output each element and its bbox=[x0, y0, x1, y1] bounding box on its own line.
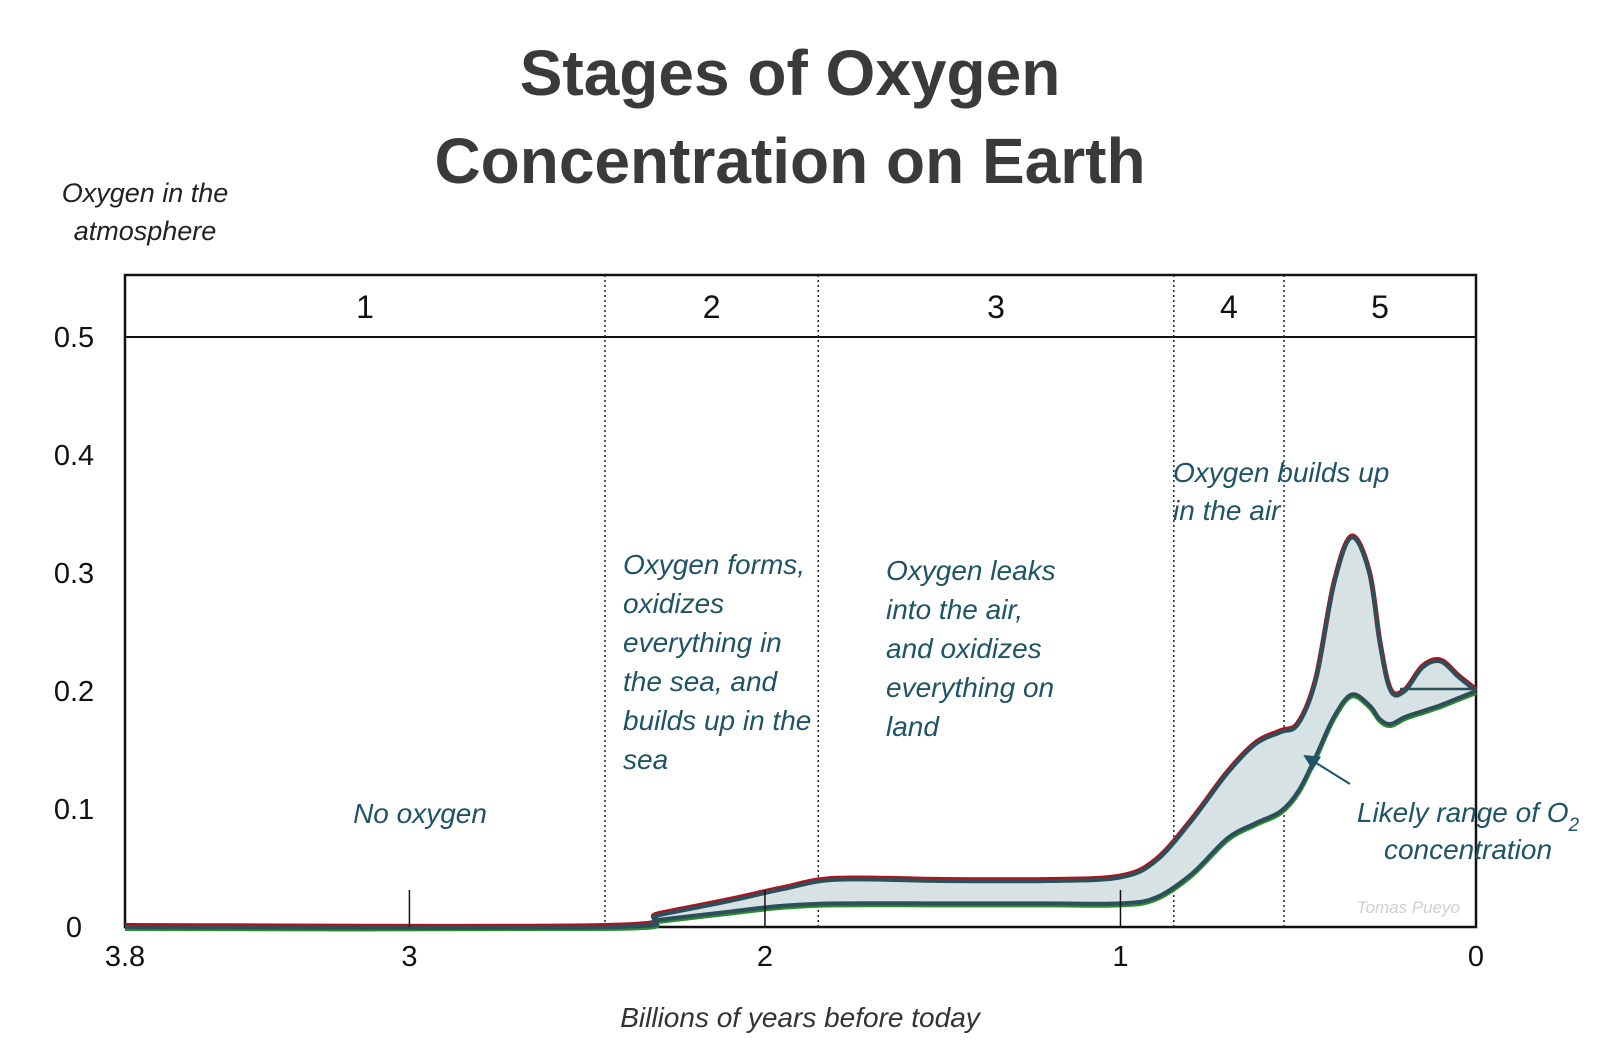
annotation-likely-range: Likely range of O2 bbox=[1357, 797, 1580, 836]
y-tick-label: 0 bbox=[66, 912, 82, 944]
annotation-stage-2: Oxygen forms, oxidizes everything in the… bbox=[623, 549, 819, 775]
title-line-2: Concentration on Earth bbox=[434, 125, 1145, 197]
plot-frame bbox=[123, 273, 1478, 929]
stage-label-2: 2 bbox=[703, 289, 721, 325]
y-tick-label: 0.4 bbox=[54, 440, 94, 472]
x-axis-ticks: 3.8 3 2 1 0 bbox=[105, 941, 1484, 973]
annotation-stage-1: No oxygen bbox=[353, 798, 487, 829]
stage-label-4: 4 bbox=[1220, 289, 1238, 325]
y-axis-label: Oxygen in the atmosphere bbox=[62, 178, 229, 246]
annotation-arrow bbox=[1303, 754, 1351, 785]
x-tick-label: 3 bbox=[401, 941, 417, 973]
annotations: No oxygen Oxygen forms, oxidizes everyth… bbox=[353, 457, 1579, 865]
title-line-1: Stages of Oxygen bbox=[520, 37, 1061, 109]
credit-watermark: Tomas Pueyo bbox=[1357, 898, 1460, 917]
y-tick-label: 0.2 bbox=[54, 676, 94, 708]
chart-title: Stages of Oxygen Concentration on Earth bbox=[434, 37, 1145, 197]
lower-bound-outline bbox=[124, 689, 1477, 930]
x-tick-label: 0 bbox=[1468, 941, 1484, 973]
stage-label-5: 5 bbox=[1371, 289, 1389, 325]
upper-bound-outline bbox=[124, 535, 1478, 930]
annotation-likely-range-line-2: concentration bbox=[1384, 834, 1552, 865]
oxygen-range-band bbox=[125, 537, 1476, 928]
x-tick-label: 3.8 bbox=[105, 941, 145, 973]
y-tick-label: 0.3 bbox=[54, 558, 94, 590]
stage-labels: 1 2 3 4 5 bbox=[356, 289, 1389, 325]
x-axis-label: Billions of years before today bbox=[620, 1002, 982, 1033]
x-tick-label: 1 bbox=[1112, 941, 1128, 973]
y-axis-ticks: 0 0.1 0.2 0.3 0.4 0.5 bbox=[54, 322, 94, 944]
stage-dividers bbox=[604, 275, 1285, 927]
annotation-stage-4: Oxygen builds up in the air bbox=[1173, 457, 1397, 526]
y-tick-label: 0.1 bbox=[54, 794, 94, 826]
annotation-stage-3: Oxygen leaks into the air, and oxidizes … bbox=[886, 555, 1063, 742]
y-axis-label-line-1: Oxygen in the bbox=[62, 178, 229, 208]
y-axis-label-line-2: atmosphere bbox=[74, 216, 217, 246]
stage-label-3: 3 bbox=[987, 289, 1005, 325]
y-tick-label: 0.5 bbox=[54, 322, 94, 354]
x-tick-label: 2 bbox=[757, 941, 773, 973]
inner-ticks bbox=[408, 890, 1122, 927]
stage-label-1: 1 bbox=[356, 289, 374, 325]
